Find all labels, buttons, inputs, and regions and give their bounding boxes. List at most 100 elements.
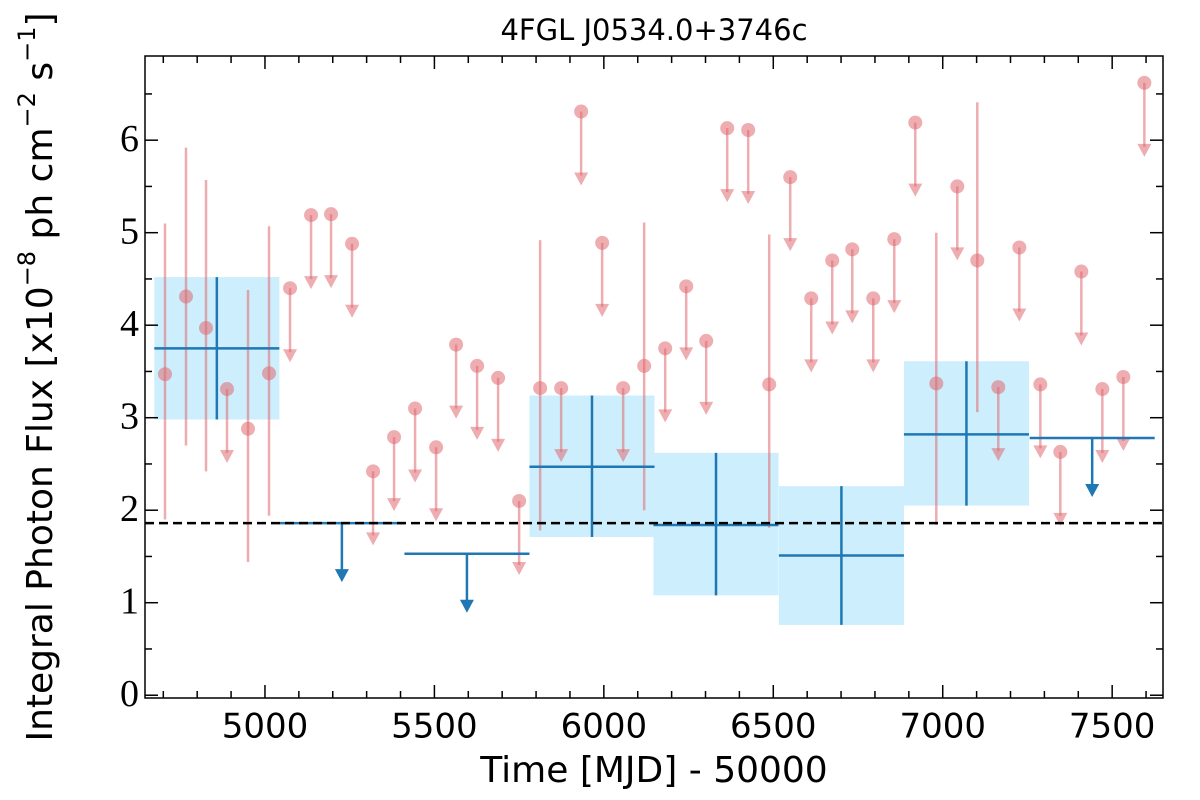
upper-limit-head — [616, 449, 631, 463]
upper-limit-head — [1033, 445, 1048, 459]
plot-frame — [144, 55, 1164, 699]
upper-limit-head — [429, 508, 444, 522]
data-point — [324, 207, 339, 222]
y-axis-label-part: −2 — [13, 92, 41, 127]
upper-limit-head — [741, 191, 756, 205]
data-point — [220, 382, 235, 397]
y-tick-label: 3 — [120, 395, 139, 437]
upper-limit-head — [283, 349, 298, 363]
x-tick-label: 6500 — [730, 707, 817, 747]
data-point — [1137, 75, 1152, 90]
x-tick-label: 7500 — [1069, 707, 1156, 747]
data-point — [991, 380, 1006, 395]
upper-limit-head — [470, 426, 485, 440]
upper-limit-head — [1053, 512, 1068, 526]
upper-limit-head — [408, 469, 423, 483]
x-axis-label: Time [MJD] - 50000 — [479, 750, 827, 791]
data-point — [554, 381, 569, 396]
data-point — [637, 358, 652, 373]
y-axis-label-part: ph cm — [20, 127, 61, 250]
data-point — [449, 337, 464, 352]
data-point — [783, 170, 798, 185]
y-tick-label: 1 — [120, 580, 139, 622]
data-point — [304, 208, 319, 223]
data-point — [533, 381, 548, 396]
upper-limit-head — [991, 448, 1006, 462]
data-point — [825, 253, 840, 268]
upper-limit-head — [334, 569, 349, 583]
y-axis-label-part: ] — [20, 12, 61, 26]
upper-limit-head — [845, 310, 860, 324]
y-axis-label-part: −8 — [13, 251, 41, 286]
data-point — [470, 358, 485, 373]
y-axis-label: Integral Photon Flux [x10−8 ph cm−2 s−1] — [13, 12, 61, 741]
data-point — [1053, 444, 1068, 459]
y-tick-label: 2 — [120, 488, 139, 530]
data-point — [157, 367, 172, 382]
data-point — [241, 421, 256, 436]
data-point — [408, 401, 423, 416]
upper-limit-head — [491, 438, 506, 452]
upper-limit-head — [304, 276, 319, 290]
upper-limit-head — [1012, 308, 1027, 322]
data-point — [699, 333, 714, 348]
upper-limit-head — [950, 247, 965, 261]
upper-limit-head — [1085, 484, 1100, 498]
data-point — [804, 291, 819, 306]
data-point — [970, 253, 985, 268]
upper-limit-head — [366, 532, 381, 546]
upper-limit-head — [866, 359, 881, 373]
upper-limit-head — [220, 450, 235, 464]
data-point — [1074, 264, 1089, 279]
data-point — [179, 289, 194, 304]
x-tick-label: 5500 — [391, 707, 478, 747]
data-point — [491, 370, 506, 385]
data-point — [1033, 377, 1048, 392]
data-point — [887, 232, 902, 247]
data-point — [741, 123, 756, 138]
upper-limit-head — [345, 304, 360, 318]
x-tick-label: 5000 — [222, 707, 309, 747]
y-tick-label: 0 — [120, 673, 139, 715]
data-point — [929, 376, 944, 391]
data-point — [574, 104, 589, 119]
data-point — [679, 279, 694, 294]
upper-limit-head — [1095, 450, 1110, 464]
upper-limit-head — [679, 347, 694, 361]
data-point — [512, 493, 527, 508]
upper-limit-head — [887, 300, 902, 314]
x-tick-label: 6000 — [561, 707, 648, 747]
y-axis-label-part: s — [20, 62, 61, 92]
upper-limit-head — [699, 401, 714, 415]
data-point — [429, 440, 444, 455]
data-point — [1095, 382, 1110, 397]
upper-limit-head — [449, 405, 464, 419]
data-point — [1116, 370, 1131, 384]
data-point — [658, 341, 673, 356]
data-point — [366, 464, 381, 479]
upper-limit-head — [554, 449, 569, 463]
data-point — [387, 430, 402, 445]
y-tick-label: 6 — [120, 118, 139, 160]
upper-limit-head — [1116, 438, 1131, 451]
upper-limit-head — [574, 172, 589, 186]
y-tick-label: 5 — [120, 210, 139, 252]
upper-limit-head — [825, 321, 840, 335]
data-point — [866, 291, 881, 306]
upper-limit-head — [720, 189, 735, 203]
data-point — [908, 115, 923, 130]
upper-limit-head — [783, 238, 798, 252]
upper-limit-head — [595, 303, 610, 317]
data-point — [1012, 240, 1027, 255]
upper-limit-head — [908, 183, 923, 197]
data-point — [345, 236, 360, 251]
data-point — [720, 121, 735, 136]
data-point — [845, 242, 860, 257]
y-axis-label-part: −1 — [13, 27, 41, 62]
data-point — [595, 235, 610, 250]
data-point — [616, 381, 631, 396]
y-axis-label-part: Integral Photon Flux [x10 — [20, 286, 61, 741]
data-point — [262, 366, 277, 381]
upper-limit-head — [387, 498, 402, 512]
